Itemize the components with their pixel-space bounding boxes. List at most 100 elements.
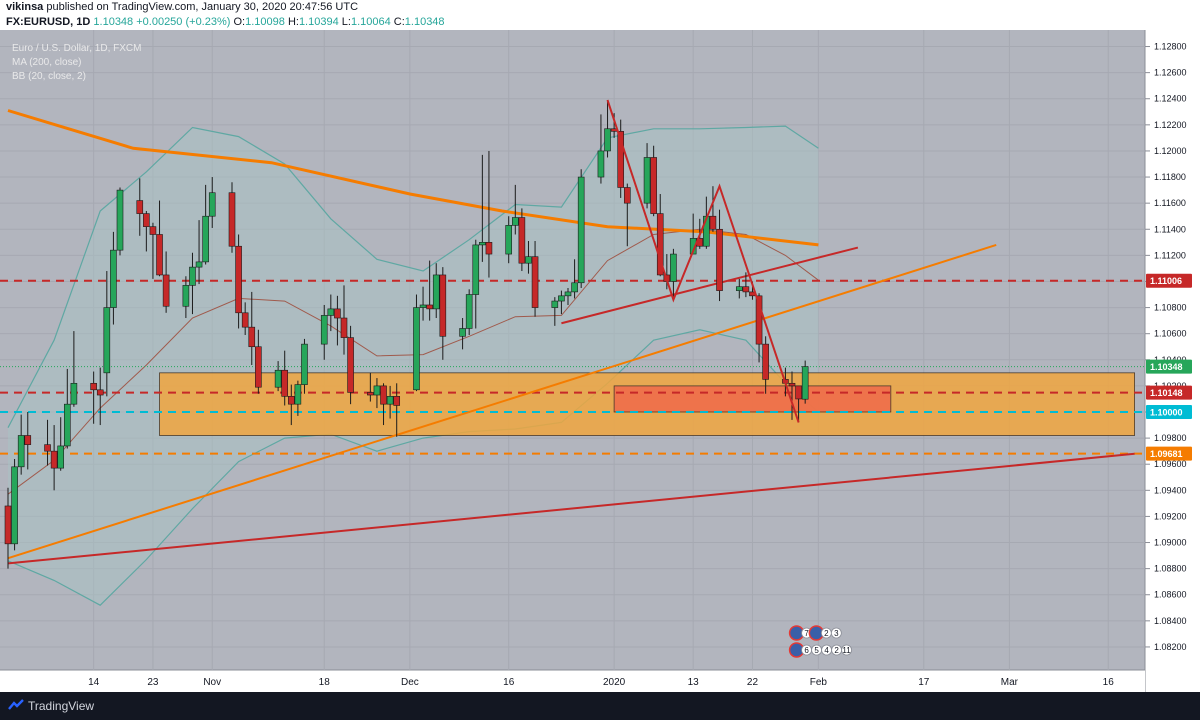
candle: [604, 100, 611, 158]
candle-body: [17, 435, 25, 468]
open-label: O:: [233, 16, 246, 28]
candle: [419, 286, 427, 321]
event-count: 2: [824, 629, 829, 638]
candle: [241, 302, 249, 335]
event-count: 2: [834, 646, 839, 655]
candle-body: [241, 312, 249, 328]
symbol-ohlc: FX:EURUSD, 1D 1.10348 +0.00250 (+0.23%) …: [6, 16, 445, 28]
price-chart[interactable]: 7523654211 1.128001.126001.124001.122001…: [0, 30, 1200, 692]
x-tick-label: 13: [688, 677, 700, 688]
candle: [189, 252, 196, 315]
price-label-bg: [1146, 385, 1192, 400]
candle: [432, 263, 440, 319]
candle-body: [604, 128, 611, 152]
y-tick-label: 1.09400: [1154, 485, 1187, 495]
candle-body: [189, 266, 196, 286]
candle-body: [656, 213, 664, 276]
y-tick-label: 1.10800: [1154, 303, 1187, 313]
candle-body: [670, 253, 677, 282]
candle: [742, 272, 750, 298]
candle-body: [274, 369, 282, 388]
candle-body: [709, 215, 717, 230]
candle-body: [623, 187, 631, 204]
candle-body: [136, 200, 144, 214]
y-tick-label: 1.08200: [1154, 642, 1187, 652]
open-value: 1.10098: [245, 16, 285, 28]
candle-body: [248, 326, 256, 348]
candle-body: [327, 308, 335, 316]
candle: [795, 385, 802, 423]
candle-body: [465, 294, 473, 329]
event-marker: [841, 644, 852, 656]
candle: [103, 271, 111, 397]
candle-body: [96, 389, 104, 396]
tradingview-logo-icon: [8, 699, 24, 710]
close-value: 1.10348: [404, 16, 445, 28]
publish-info: vikinsa published on TradingView.com, Ja…: [6, 1, 358, 13]
legend-title: Euro / U.S. Dollar, 1D, FXCM: [12, 43, 141, 54]
candle-body: [373, 385, 381, 396]
bb-upper-line: [7, 125, 819, 428]
y-tick-label: 1.11800: [1154, 172, 1186, 182]
event-marker: [830, 627, 842, 639]
candle-body: [393, 396, 401, 406]
candle: [327, 294, 335, 332]
demand-zone: [613, 385, 892, 413]
candle-body: [716, 228, 723, 291]
candle: [17, 414, 25, 475]
candle: [511, 184, 519, 235]
y-tick-label: 1.12800: [1154, 42, 1187, 52]
candle: [90, 371, 97, 424]
candle: [195, 220, 203, 285]
x-tick-label: 14: [88, 677, 100, 688]
economic-events[interactable]: 7523654211: [788, 625, 852, 658]
candle-body: [801, 366, 809, 400]
candle: [57, 417, 65, 471]
candle: [465, 289, 473, 335]
legend-bb[interactable]: BB (20, close, 2): [12, 71, 86, 82]
author-name[interactable]: vikinsa: [6, 1, 44, 13]
event-count: 6: [804, 646, 809, 655]
price-label-bg: [1146, 405, 1192, 419]
candle: [571, 259, 578, 299]
time-axis[interactable]: 14 23 Nov 18 Dec 16 2020 13 22 Feb 17 Mar 16: [88, 677, 1114, 688]
candle-body: [90, 382, 97, 391]
candle-body: [597, 150, 605, 178]
candle-body: [149, 226, 157, 235]
candle: [439, 267, 447, 360]
candle: [347, 325, 354, 405]
candle: [577, 169, 585, 288]
candle-body: [110, 249, 117, 308]
moving-average-200: [7, 109, 819, 247]
price-label-text: 1.11006: [1150, 276, 1182, 286]
price-label: 1.10348: [1146, 359, 1192, 374]
high-value: 1.10394: [298, 16, 339, 28]
candle: [558, 290, 565, 315]
candle: [228, 182, 236, 253]
x-tick-label: Nov: [203, 677, 221, 688]
footer-brand[interactable]: TradingView: [28, 699, 95, 713]
candle: [202, 184, 209, 265]
candle-body: [294, 384, 302, 405]
event-group: 6 5 4 2 11: [788, 642, 852, 658]
chart-pattern: [606, 99, 800, 423]
last-price: 1.10348: [93, 16, 134, 28]
candle: [4, 487, 12, 569]
price-label: 1.09681: [1146, 446, 1192, 461]
candle-body: [558, 295, 565, 302]
candle-body: [643, 157, 651, 204]
candle: [393, 383, 401, 437]
candle: [70, 331, 78, 407]
candle-body: [255, 346, 262, 388]
price-change: +0.00250 (+0.23%): [136, 16, 231, 28]
candle: [44, 419, 51, 466]
candle: [156, 200, 163, 277]
low-label: L:: [341, 16, 351, 28]
candle: [294, 380, 302, 416]
event-count: 3: [834, 629, 839, 638]
candle: [479, 154, 486, 262]
candle: [287, 384, 295, 426]
candle-body: [334, 308, 341, 319]
legend-ma[interactable]: MA (200, close): [12, 57, 81, 68]
candle: [670, 248, 677, 300]
